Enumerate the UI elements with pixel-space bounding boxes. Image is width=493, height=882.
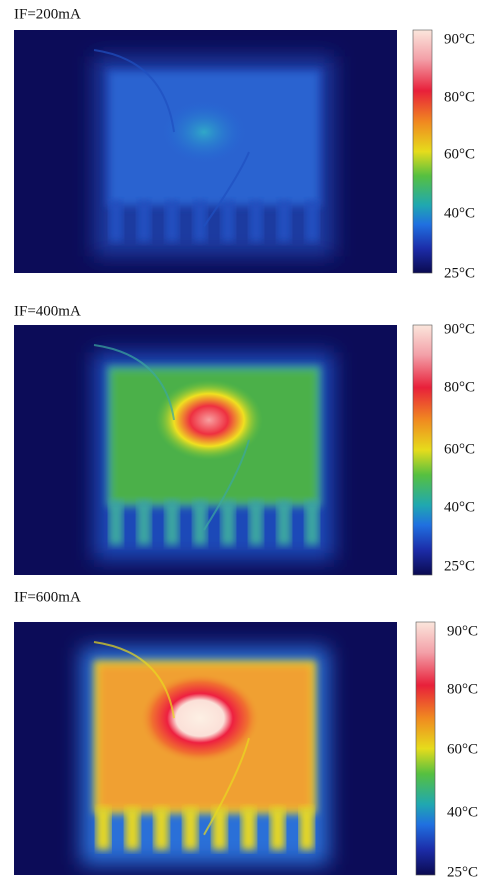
scale-label: 90°C [447, 623, 478, 639]
scale-label: 40°C [444, 499, 475, 515]
heatsink-fin [193, 200, 207, 242]
heatsink-fin [154, 807, 169, 850]
hotspot [162, 100, 246, 164]
heatsink-fin [221, 501, 235, 545]
heatsink-fin [125, 807, 140, 850]
heatsink-fin [299, 807, 314, 850]
wire [93, 49, 175, 133]
wire [93, 344, 175, 421]
heatsink-fin [165, 200, 179, 242]
heatsink-fin [277, 501, 291, 545]
heatsink-fin [305, 501, 319, 545]
color-scale [412, 29, 433, 274]
heatsink-fin [305, 200, 319, 242]
hotspot [140, 673, 260, 764]
heatsink-fin [212, 807, 227, 850]
hotspot [155, 379, 263, 461]
panel-label: IF=600mA [14, 589, 81, 605]
scale-label: 90°C [444, 31, 475, 47]
heatsink-body [107, 69, 321, 207]
heatsink-fin [137, 200, 151, 242]
color-scale [415, 621, 436, 876]
thermal-panel: IF=400mA 90°C 80°C 60°C 40°C 25°C [14, 303, 475, 576]
heatsink-fin [109, 200, 123, 242]
heatsink-fin [277, 200, 291, 242]
heatsink-fin [165, 501, 179, 545]
scale-label: 25°C [444, 558, 475, 574]
heatsink-fin [183, 807, 198, 850]
wire [203, 737, 250, 836]
scale-label: 25°C [447, 864, 478, 880]
heatsink-fin [193, 501, 207, 545]
panel-label: IF=400mA [14, 303, 81, 319]
panel-label: IF=200mA [14, 6, 81, 22]
scale-label: 60°C [444, 441, 475, 457]
heatsink-fin [249, 501, 263, 545]
scale-label: 80°C [444, 89, 475, 105]
heatsink [93, 344, 334, 560]
scale-label: 60°C [444, 146, 475, 162]
scale-label: 80°C [444, 379, 475, 395]
wire [93, 641, 175, 719]
heatsink-fin [270, 807, 285, 850]
wire [203, 151, 250, 227]
scale-label: 25°C [444, 265, 475, 281]
scale-label: 40°C [447, 804, 478, 820]
heatsink [93, 49, 334, 257]
scale-label: 40°C [444, 205, 475, 221]
scale-label: 60°C [447, 741, 478, 757]
heatsink-fin [137, 501, 151, 545]
color-scale [412, 324, 433, 576]
thermal-panel: IF=200mA 90°C 80°C 60°C 40°C 25°C [14, 6, 475, 281]
thermal-panel: IF=600mA 90°C 80°C 60°C 40°C 25°C [14, 589, 478, 880]
heatsink-fin [109, 501, 123, 545]
heatsink [81, 641, 329, 865]
scale-label: 90°C [444, 321, 475, 337]
heatsink-fin [241, 807, 256, 850]
wire [203, 439, 250, 531]
scale-label: 80°C [447, 681, 478, 697]
heatsink-fin [221, 200, 235, 242]
heatsink-fin [249, 200, 263, 242]
heatsink-fin [96, 807, 111, 850]
